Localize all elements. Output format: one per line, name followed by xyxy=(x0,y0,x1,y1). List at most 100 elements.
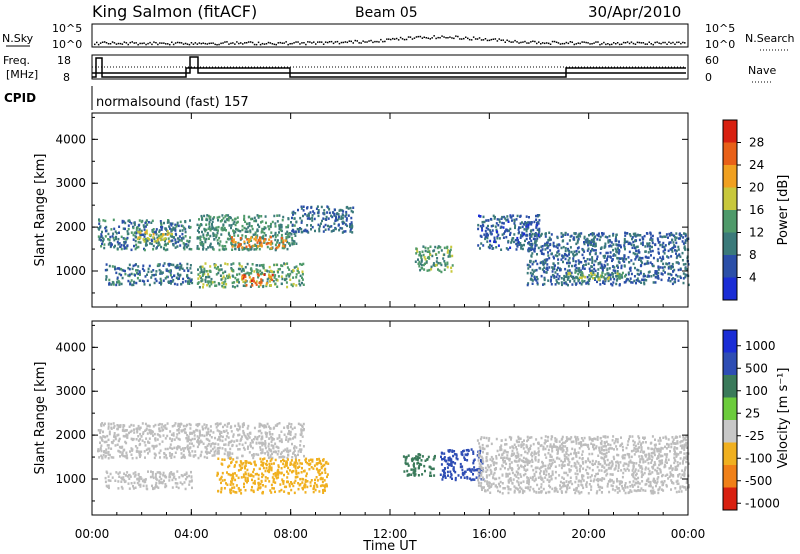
scatter-cell xyxy=(498,220,501,224)
scatter-cell xyxy=(285,435,288,439)
nsky-point xyxy=(178,41,181,44)
scatter-cell xyxy=(600,452,603,455)
scatter-cell xyxy=(294,476,297,479)
scatter-cell xyxy=(117,243,120,246)
scatter-cell xyxy=(533,474,536,477)
scatter-cell xyxy=(201,278,204,281)
scatter-cell xyxy=(205,447,208,451)
scatter-cell xyxy=(135,269,137,272)
scatter-cell xyxy=(442,475,445,479)
scatter-cell xyxy=(196,223,199,227)
scatter-cell xyxy=(449,255,452,258)
scatter-cell xyxy=(217,449,220,453)
scatter-cell xyxy=(281,455,284,458)
scatter-cell xyxy=(540,249,543,253)
scatter-cell xyxy=(627,273,630,276)
scatter-cell xyxy=(280,275,283,278)
scatter-cell xyxy=(263,273,266,276)
scatter-cell xyxy=(652,264,655,268)
scatter-cell xyxy=(279,452,282,456)
scatter-cell xyxy=(176,283,179,286)
scatter-cell xyxy=(163,452,166,455)
scatter-cell xyxy=(153,281,156,285)
scatter-cell xyxy=(169,430,172,433)
scatter-cell xyxy=(661,235,664,239)
scatter-cell xyxy=(681,462,684,465)
scatter-cell xyxy=(153,432,156,436)
scatter-cell xyxy=(520,443,523,447)
scatter-cell xyxy=(315,483,318,487)
scatter-cell xyxy=(295,446,298,449)
scatter-cell xyxy=(525,215,528,218)
scatter-cell xyxy=(327,224,329,228)
scatter-cell xyxy=(158,479,161,482)
scatter-cell xyxy=(437,268,439,271)
scatter-cell xyxy=(531,262,534,266)
nave-label: Nave xyxy=(748,64,776,77)
scatter-cell xyxy=(270,491,273,494)
scatter-cell xyxy=(573,232,576,235)
scatter-cell xyxy=(132,485,134,488)
nsky-point xyxy=(328,41,331,43)
scatter-cell xyxy=(137,424,140,428)
scatter-cell xyxy=(207,273,210,276)
scatter-cell xyxy=(235,279,238,282)
scatter-cell xyxy=(292,240,295,243)
scatter-cell xyxy=(113,432,116,435)
scatter-cell xyxy=(612,281,615,284)
scatter-cell xyxy=(162,238,165,241)
scatter-cell xyxy=(177,486,180,490)
scatter-cell xyxy=(170,439,173,443)
scatter-cell xyxy=(242,429,245,433)
scatter-cell xyxy=(615,282,618,286)
scatter-cell xyxy=(496,237,499,240)
scatter-cell xyxy=(231,218,234,222)
scatter-cell xyxy=(528,247,531,250)
scatter-cell xyxy=(134,263,137,267)
scatter-cell xyxy=(581,280,584,284)
scatter-cell xyxy=(229,237,232,240)
nsky-point xyxy=(366,41,368,43)
nsky-point xyxy=(642,42,645,44)
scatter-cell xyxy=(306,485,309,489)
scatter-cell xyxy=(530,223,533,226)
scatter-cell xyxy=(252,438,255,441)
scatter-cell xyxy=(472,473,474,476)
scatter-cell xyxy=(135,450,138,453)
scatter-cell xyxy=(662,241,665,245)
scatter-cell xyxy=(136,237,139,241)
scatter-cell xyxy=(250,267,253,270)
scatter-cell xyxy=(301,466,303,470)
scatter-cell xyxy=(219,435,222,438)
scatter-cell xyxy=(139,432,142,436)
scatter-cell xyxy=(105,484,108,488)
scatter-cell xyxy=(497,244,500,247)
scatter-cell xyxy=(139,230,142,233)
scatter-cell xyxy=(577,279,580,283)
nsky-point xyxy=(169,43,171,46)
scatter-cell xyxy=(332,229,335,232)
scatter-cell xyxy=(118,272,121,276)
scatter-cell xyxy=(601,269,604,272)
scatter-cell xyxy=(111,476,114,479)
scatter-cell xyxy=(424,262,426,265)
scatter-cell xyxy=(337,217,340,220)
power-colorbar-segment xyxy=(723,142,737,165)
scatter-cell xyxy=(124,480,127,483)
scatter-cell xyxy=(470,448,473,451)
scatter-cell xyxy=(622,448,624,452)
scatter-cell xyxy=(209,218,212,221)
scatter-cell xyxy=(224,280,227,283)
scatter-cell xyxy=(612,248,614,252)
scatter-cell xyxy=(130,453,133,456)
scatter-cell xyxy=(125,454,128,457)
scatter-cell xyxy=(97,448,100,451)
scatter-cell xyxy=(236,284,239,288)
scatter-cell xyxy=(241,463,244,466)
scatter-cell xyxy=(208,275,211,279)
scatter-cell xyxy=(224,245,227,248)
scatter-cell xyxy=(452,461,455,464)
scatter-cell xyxy=(540,234,542,237)
scatter-cell xyxy=(407,464,410,467)
